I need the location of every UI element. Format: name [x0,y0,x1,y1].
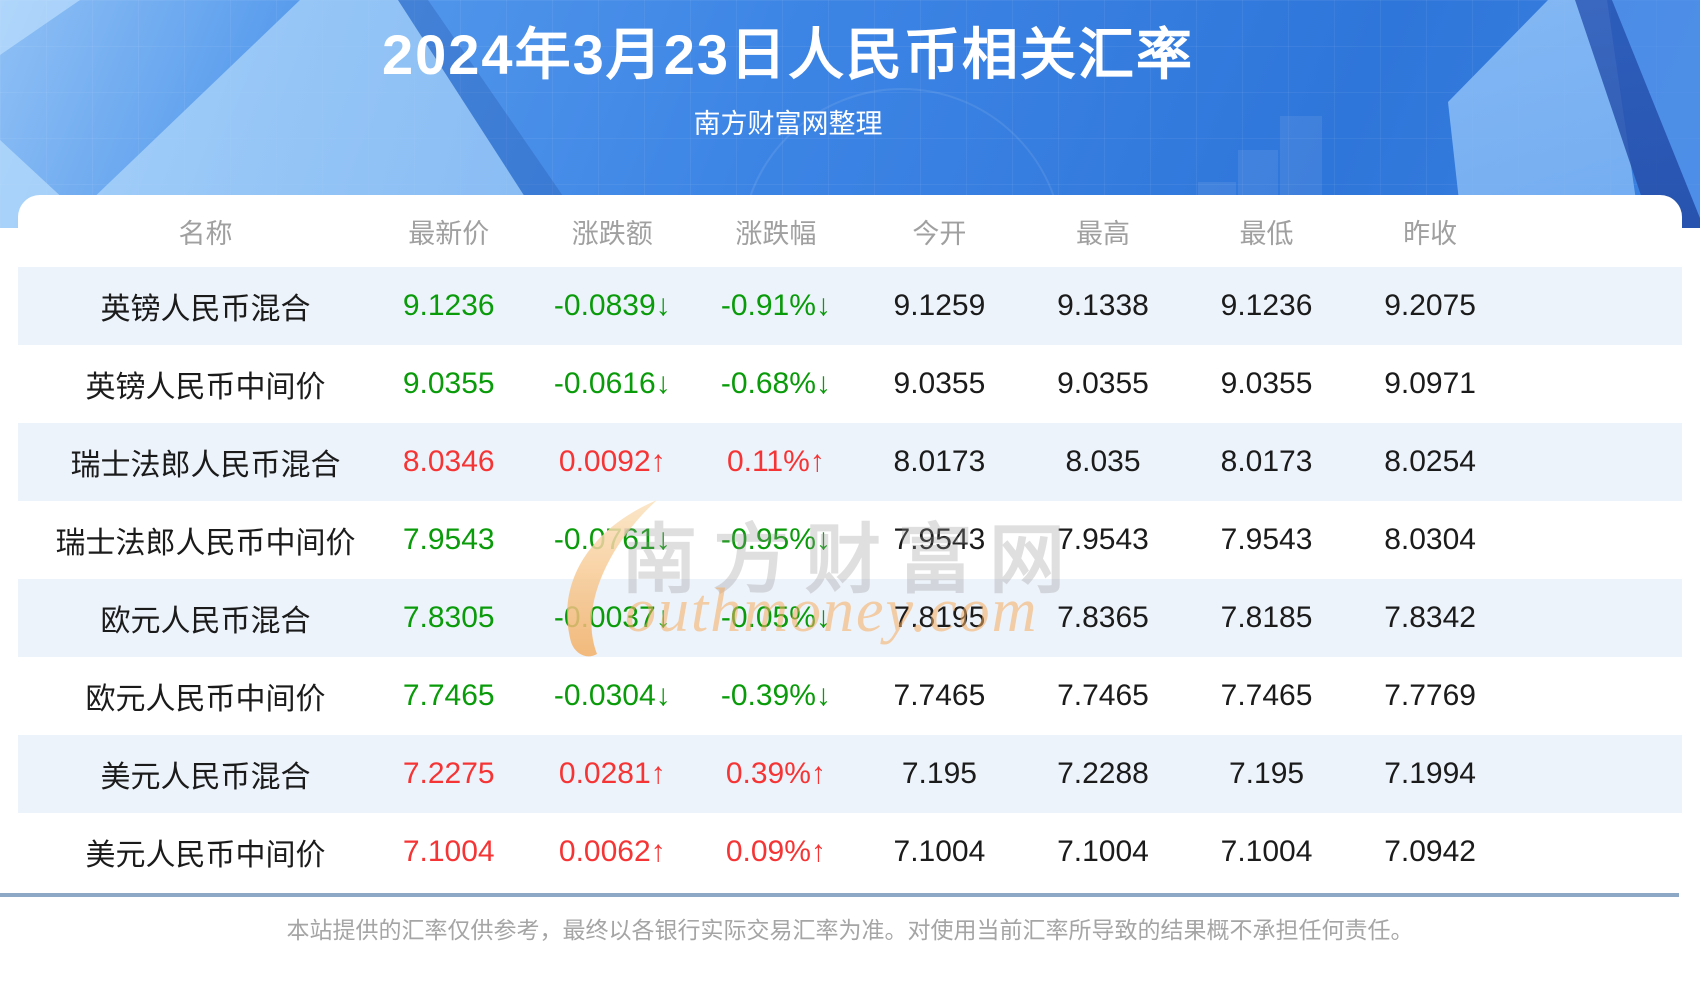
table-row: 欧元人民币混合 7.8305 -0.0037↓ -0.05%↓ 7.8195 7.8365… [18,579,1682,657]
rate-value-cell: 8.0173 [893,445,986,478]
rate-value-cell: -0.68%↓ [720,367,831,400]
rate-value-cell: 7.8185 [1220,601,1313,634]
rate-name-cell: 英镑人民币中间价 [85,371,326,404]
rate-value-cell: 7.1004 [402,835,495,868]
column-header-5: 最高 [1075,218,1130,249]
rate-value-cell: 7.8342 [1384,601,1476,634]
rate-name-cell: 瑞士法郎人民币中间价 [55,527,356,560]
rate-value-cell: 7.1994 [1384,757,1476,790]
rate-value-cell: 7.8195 [893,601,986,634]
page-title: 2024年3月23日人民币相关汇率 [381,23,1194,86]
table-header-row: 名称 最新价 涨跌额 涨跌幅 今开 最高 最低 昨收 [18,195,1682,267]
rate-value-cell: 0.0062↑ [558,835,666,868]
rate-value-cell: -0.0037↓ [553,601,671,634]
rate-value-cell: 7.9543 [1057,523,1149,556]
rate-value-cell: 0.09%↑ [725,835,826,868]
rate-name-cell: 美元人民币混合 [100,761,311,794]
rate-value-cell: -0.0761↓ [553,523,671,556]
rate-value-cell: -0.0304↓ [553,679,671,712]
rate-value-cell: -0.0839↓ [553,289,671,322]
rate-name-cell: 瑞士法郎人民币混合 [70,449,341,482]
rate-value-cell: -0.95%↓ [720,523,831,556]
rate-value-cell: 7.7465 [1220,679,1313,712]
table-row: 欧元人民币中间价 7.7465 -0.0304↓ -0.39%↓ 7.7465 7.746… [18,657,1682,735]
rate-value-cell: 7.195 [1229,757,1305,790]
rate-value-cell: 7.1004 [893,835,986,868]
column-header-1: 最新价 [408,218,490,249]
rate-value-cell: 9.0971 [1384,367,1476,400]
rate-value-cell: 0.0281↑ [558,757,666,790]
rate-value-cell: 8.0346 [402,445,495,478]
rate-value-cell: 7.7465 [402,679,495,712]
rate-value-cell: 7.2288 [1057,757,1149,790]
rate-value-cell: 0.0092↑ [558,445,666,478]
column-header-3: 涨跌幅 [735,218,817,249]
rate-value-cell: 7.7465 [893,679,986,712]
rate-value-cell: 7.8365 [1057,601,1149,634]
rate-value-cell: 7.1004 [1057,835,1149,868]
rate-value-cell: 7.1004 [1220,835,1313,868]
table-row: 英镑人民币混合 9.1236 -0.0839↓ -0.91%↓ 9.1259 9.1338… [18,267,1682,345]
rate-value-cell: 9.1236 [1220,289,1313,322]
rate-value-cell: 8.0304 [1384,523,1476,556]
rate-value-cell: 9.0355 [402,367,495,400]
rates-table-card: 名称 最新价 涨跌额 涨跌幅 今开 最高 最低 昨收 英镑人民币混合 9.1236 -0.0839… [18,195,1682,891]
table-row: 英镑人民币中间价 9.0355 -0.0616↓ -0.68%↓ 9.0355 9.035… [18,345,1682,423]
rate-value-cell: 7.8305 [402,601,495,634]
column-header-2: 涨跌额 [571,218,653,249]
footer-divider-line [0,893,1679,897]
rate-value-cell: 0.11%↑ [726,445,825,478]
rate-value-cell: 8.0173 [1220,445,1313,478]
rate-value-cell: 9.1259 [893,289,986,322]
rate-value-cell: 7.0942 [1384,835,1476,868]
table-body: 英镑人民币混合 9.1236 -0.0839↓ -0.91%↓ 9.1259 9.1338… [18,267,1682,891]
column-header-7: 昨收 [1403,218,1458,249]
page-subtitle: 南方财富网整理 [693,109,883,139]
rate-value-cell: 9.0355 [1220,367,1313,400]
rate-value-cell: 7.7769 [1384,679,1476,712]
table-row: 美元人民币中间价 7.1004 0.0062↑ 0.09%↑ 7.1004 7.1004 7… [18,813,1682,891]
rate-value-cell: 0.39%↑ [725,757,826,790]
rate-value-cell: 8.0254 [1384,445,1476,478]
rate-value-cell: 9.0355 [1057,367,1149,400]
table-row: 瑞士法郎人民币混合 8.0346 0.0092↑ 0.11%↑ 8.0173 8.035 8… [18,423,1682,501]
rate-value-cell: 8.035 [1065,445,1141,478]
rate-name-cell: 欧元人民币混合 [100,605,311,638]
column-header-0: 名称 [178,218,233,249]
column-header-6: 最低 [1239,218,1294,249]
rate-value-cell: 7.7465 [1057,679,1149,712]
footer-disclaimer: 本站提供的汇率仅供参考，最终以各银行实际交易汇率为准。对使用当前汇率所导致的结果… [286,917,1414,943]
rate-value-cell: -0.91%↓ [720,289,831,322]
table-row: 瑞士法郎人民币中间价 7.9543 -0.0761↓ -0.95%↓ 7.9543 7.9… [18,501,1682,579]
rate-value-cell: -0.0616↓ [553,367,671,400]
rate-value-cell: -0.05%↓ [720,601,831,634]
rate-name-cell: 欧元人民币中间价 [85,683,326,716]
rate-value-cell: 7.2275 [402,757,495,790]
rate-value-cell: 7.9543 [1220,523,1313,556]
rate-name-cell: 美元人民币中间价 [85,839,326,872]
rate-value-cell: 7.9543 [893,523,986,556]
column-header-4: 今开 [912,218,967,249]
rate-value-cell: 9.1236 [402,289,495,322]
rate-value-cell: 7.195 [901,757,977,790]
rate-name-cell: 英镑人民币混合 [100,293,311,326]
rate-value-cell: -0.39%↓ [720,679,831,712]
table-row: 美元人民币混合 7.2275 0.0281↑ 0.39%↑ 7.195 7.2288 7.1… [18,735,1682,813]
page-banner: 2024年3月23日人民币相关汇率 南方财富网整理 [0,0,1700,228]
rate-value-cell: 9.2075 [1384,289,1476,322]
rate-value-cell: 7.9543 [402,523,495,556]
rate-value-cell: 9.0355 [893,367,986,400]
rate-value-cell: 9.1338 [1057,289,1149,322]
